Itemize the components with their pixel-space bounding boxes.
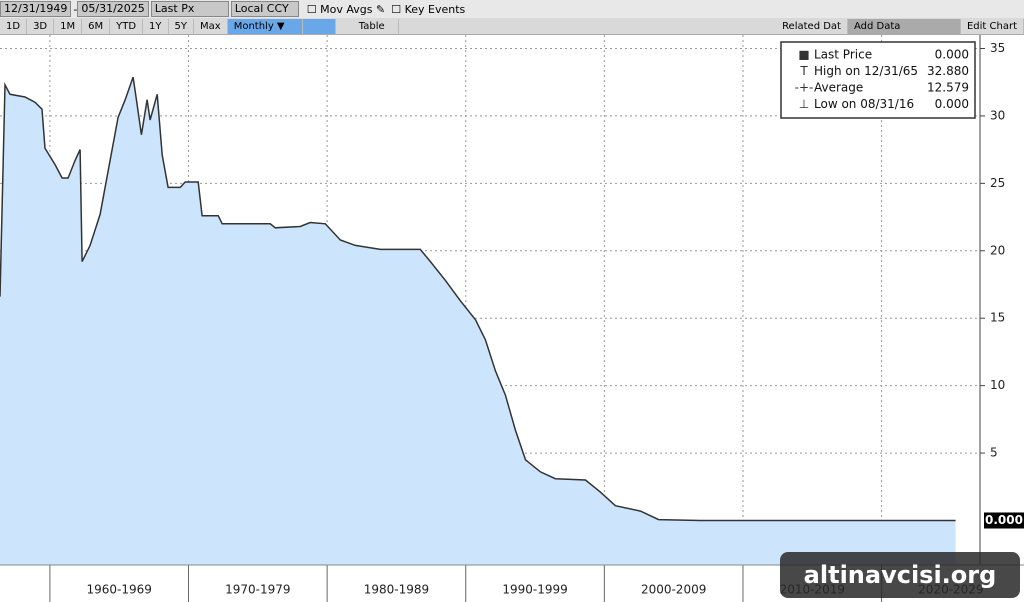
legend-value: 12.579 — [927, 81, 969, 95]
period-button[interactable]: 1D — [0, 18, 28, 34]
x-tick-label: 1960-1969 — [86, 583, 151, 597]
price-line — [0, 76, 956, 522]
frequency[interactable]: Monthly ▼ — [227, 18, 303, 34]
y-tick-label: 15 — [990, 311, 1005, 325]
currency[interactable]: Local CCY — [230, 1, 299, 17]
last-price-tag — [984, 512, 1024, 529]
legend-symbol: ⊥ — [799, 97, 809, 111]
period-button[interactable]: 3D — [27, 18, 55, 34]
watermark: altinavcisi.org — [780, 552, 1020, 598]
legend: ■ Last Price 0.000 T High on 12/31/65 32.880 -… — [780, 41, 976, 119]
legend-value: 0.000 — [935, 97, 969, 111]
period-button[interactable]: Max — [194, 18, 228, 34]
legend-value: 0.000 — [935, 48, 969, 62]
date-separator: - — [73, 2, 78, 16]
add-data[interactable]: Add Data — [847, 18, 961, 34]
period-bar: 1D 3D 1M 6M YTD 1Y 5Y Max Monthly ▼ Tabl… — [0, 18, 1024, 35]
related-data[interactable]: Related Dat — [776, 18, 848, 34]
toolbar: 12/31/1949 - 05/31/2025 Last Px Local CC… — [0, 0, 1024, 18]
y-tick-label: 5 — [990, 446, 998, 460]
key-events-label: Key Events — [404, 2, 466, 16]
period-button[interactable]: 5Y — [169, 18, 195, 34]
legend-name: Average — [814, 81, 863, 95]
x-tick-label: 1980-1989 — [364, 583, 429, 597]
field[interactable]: Last Px — [150, 1, 229, 17]
end-date[interactable]: 05/31/2025 — [77, 1, 149, 17]
x-tick-label: 1990-1999 — [502, 583, 567, 597]
y-tick-label: 20 — [990, 243, 1005, 257]
period-button[interactable]: 1M — [54, 18, 83, 34]
y-tick-label: 30 — [990, 108, 1005, 122]
table-button[interactable]: Table — [346, 18, 399, 34]
key-events[interactable]: ☐ Key Events — [391, 2, 466, 16]
mov-avgs-label: Mov Avgs — [320, 2, 373, 16]
legend-symbol: ■ — [798, 48, 809, 62]
start-date[interactable]: 12/31/1949 — [0, 1, 72, 17]
chart: 1960-1969 1970-1979 1980-1989 1990-1999 2000… — [0, 35, 1024, 602]
legend-symbol: -+- — [795, 81, 814, 95]
area-fill — [0, 77, 956, 565]
period-button[interactable]: YTD — [110, 18, 144, 34]
legend-value: 32.880 — [927, 64, 969, 78]
y-tick-label: 10 — [990, 378, 1005, 392]
y-tick-label: 25 — [990, 176, 1005, 190]
mov-avgs[interactable]: ☐ Mov Avgs ✎ — [306, 2, 386, 16]
y-tick-label: 35 — [990, 41, 1005, 55]
legend-name: High on 12/31/65 — [814, 64, 918, 78]
edit-chart[interactable]: Edit Chart — [961, 18, 1024, 34]
period-button[interactable]: 6M — [82, 18, 111, 34]
legend-symbol: T — [799, 64, 808, 78]
last-price-label: 0.000 — [985, 513, 1023, 527]
legend-name: Last Price — [814, 48, 872, 62]
legend-name: Low on 08/31/16 — [814, 97, 914, 111]
period-button[interactable]: 1Y — [143, 18, 169, 34]
legend-box — [780, 41, 976, 119]
blank-button[interactable] — [302, 18, 336, 34]
x-tick-label: 2000-2009 — [641, 583, 706, 597]
x-tick-label: 1970-1979 — [225, 583, 290, 597]
